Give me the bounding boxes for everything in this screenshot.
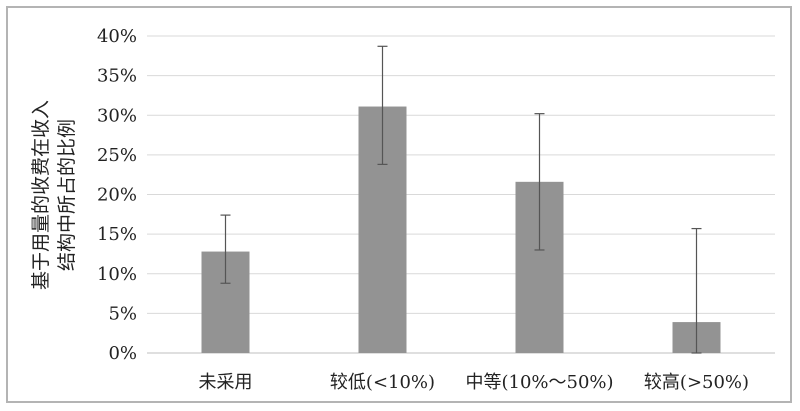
- y-axis-label-line-1: 基于用量的收费在收入: [30, 100, 52, 290]
- x-category-label: 中等(10%～50%): [465, 372, 613, 393]
- x-category-label: 较低(<10%): [330, 372, 435, 393]
- y-tick-label: 5%: [108, 303, 137, 324]
- y-tick-label: 0%: [108, 343, 137, 364]
- y-tick-label: 25%: [97, 145, 137, 166]
- y-tick-label: 20%: [97, 185, 137, 206]
- x-category-label: 较高(>50%): [644, 372, 749, 393]
- y-axis-label: 基于用量的收费在收入 结构中所占的比例: [30, 100, 78, 290]
- x-category-labels: 未采用 较低(<10%) 中等(10%～50%) 较高(>50%): [199, 372, 750, 393]
- y-tick-labels: 0% 5% 10% 15% 20% 25% 30% 35% 40%: [97, 26, 137, 364]
- x-category-label: 未采用: [199, 372, 253, 393]
- bars: [201, 106, 721, 353]
- y-tick-label: 10%: [97, 264, 137, 285]
- y-tick-label: 30%: [97, 105, 137, 126]
- gridlines: [147, 35, 775, 354]
- y-axis-label-line-2: 结构中所占的比例: [56, 119, 78, 271]
- y-tick-label: 35%: [97, 66, 137, 87]
- y-tick-label: 40%: [97, 26, 137, 47]
- y-tick-label: 15%: [97, 224, 137, 245]
- error-bars: [220, 45, 702, 354]
